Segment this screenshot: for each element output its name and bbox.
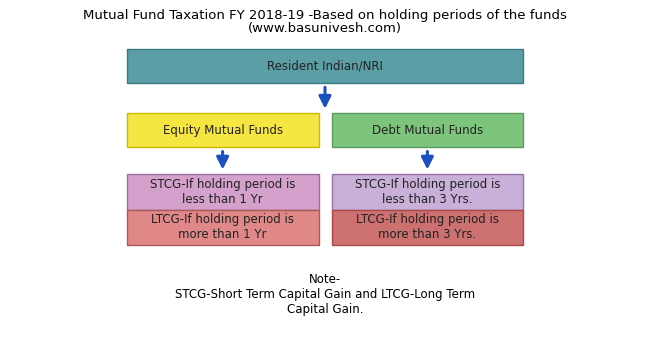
Text: LTCG-If holding period is
more than 1 Yr: LTCG-If holding period is more than 1 Yr — [151, 213, 294, 241]
Text: STCG-If holding period is
less than 3 Yrs.: STCG-If holding period is less than 3 Yr… — [355, 178, 500, 206]
Text: Mutual Fund Taxation FY 2018-19 -Based on holding periods of the funds: Mutual Fund Taxation FY 2018-19 -Based o… — [83, 9, 567, 22]
Text: LTCG-If holding period is
more than 3 Yrs.: LTCG-If holding period is more than 3 Yr… — [356, 213, 499, 241]
FancyBboxPatch shape — [127, 174, 318, 210]
Text: Debt Mutual Funds: Debt Mutual Funds — [372, 124, 483, 137]
FancyBboxPatch shape — [332, 174, 523, 210]
Text: Equity Mutual Funds: Equity Mutual Funds — [162, 124, 283, 137]
FancyBboxPatch shape — [332, 113, 523, 147]
FancyBboxPatch shape — [127, 49, 523, 83]
Text: (www.basunivesh.com): (www.basunivesh.com) — [248, 22, 402, 35]
Text: Note-
STCG-Short Term Capital Gain and LTCG-Long Term
Capital Gain.: Note- STCG-Short Term Capital Gain and L… — [175, 272, 475, 316]
FancyBboxPatch shape — [127, 210, 318, 245]
FancyBboxPatch shape — [332, 210, 523, 245]
Text: STCG-If holding period is
less than 1 Yr: STCG-If holding period is less than 1 Yr — [150, 178, 295, 206]
Text: Resident Indian/NRI: Resident Indian/NRI — [267, 59, 383, 72]
FancyBboxPatch shape — [127, 113, 318, 147]
